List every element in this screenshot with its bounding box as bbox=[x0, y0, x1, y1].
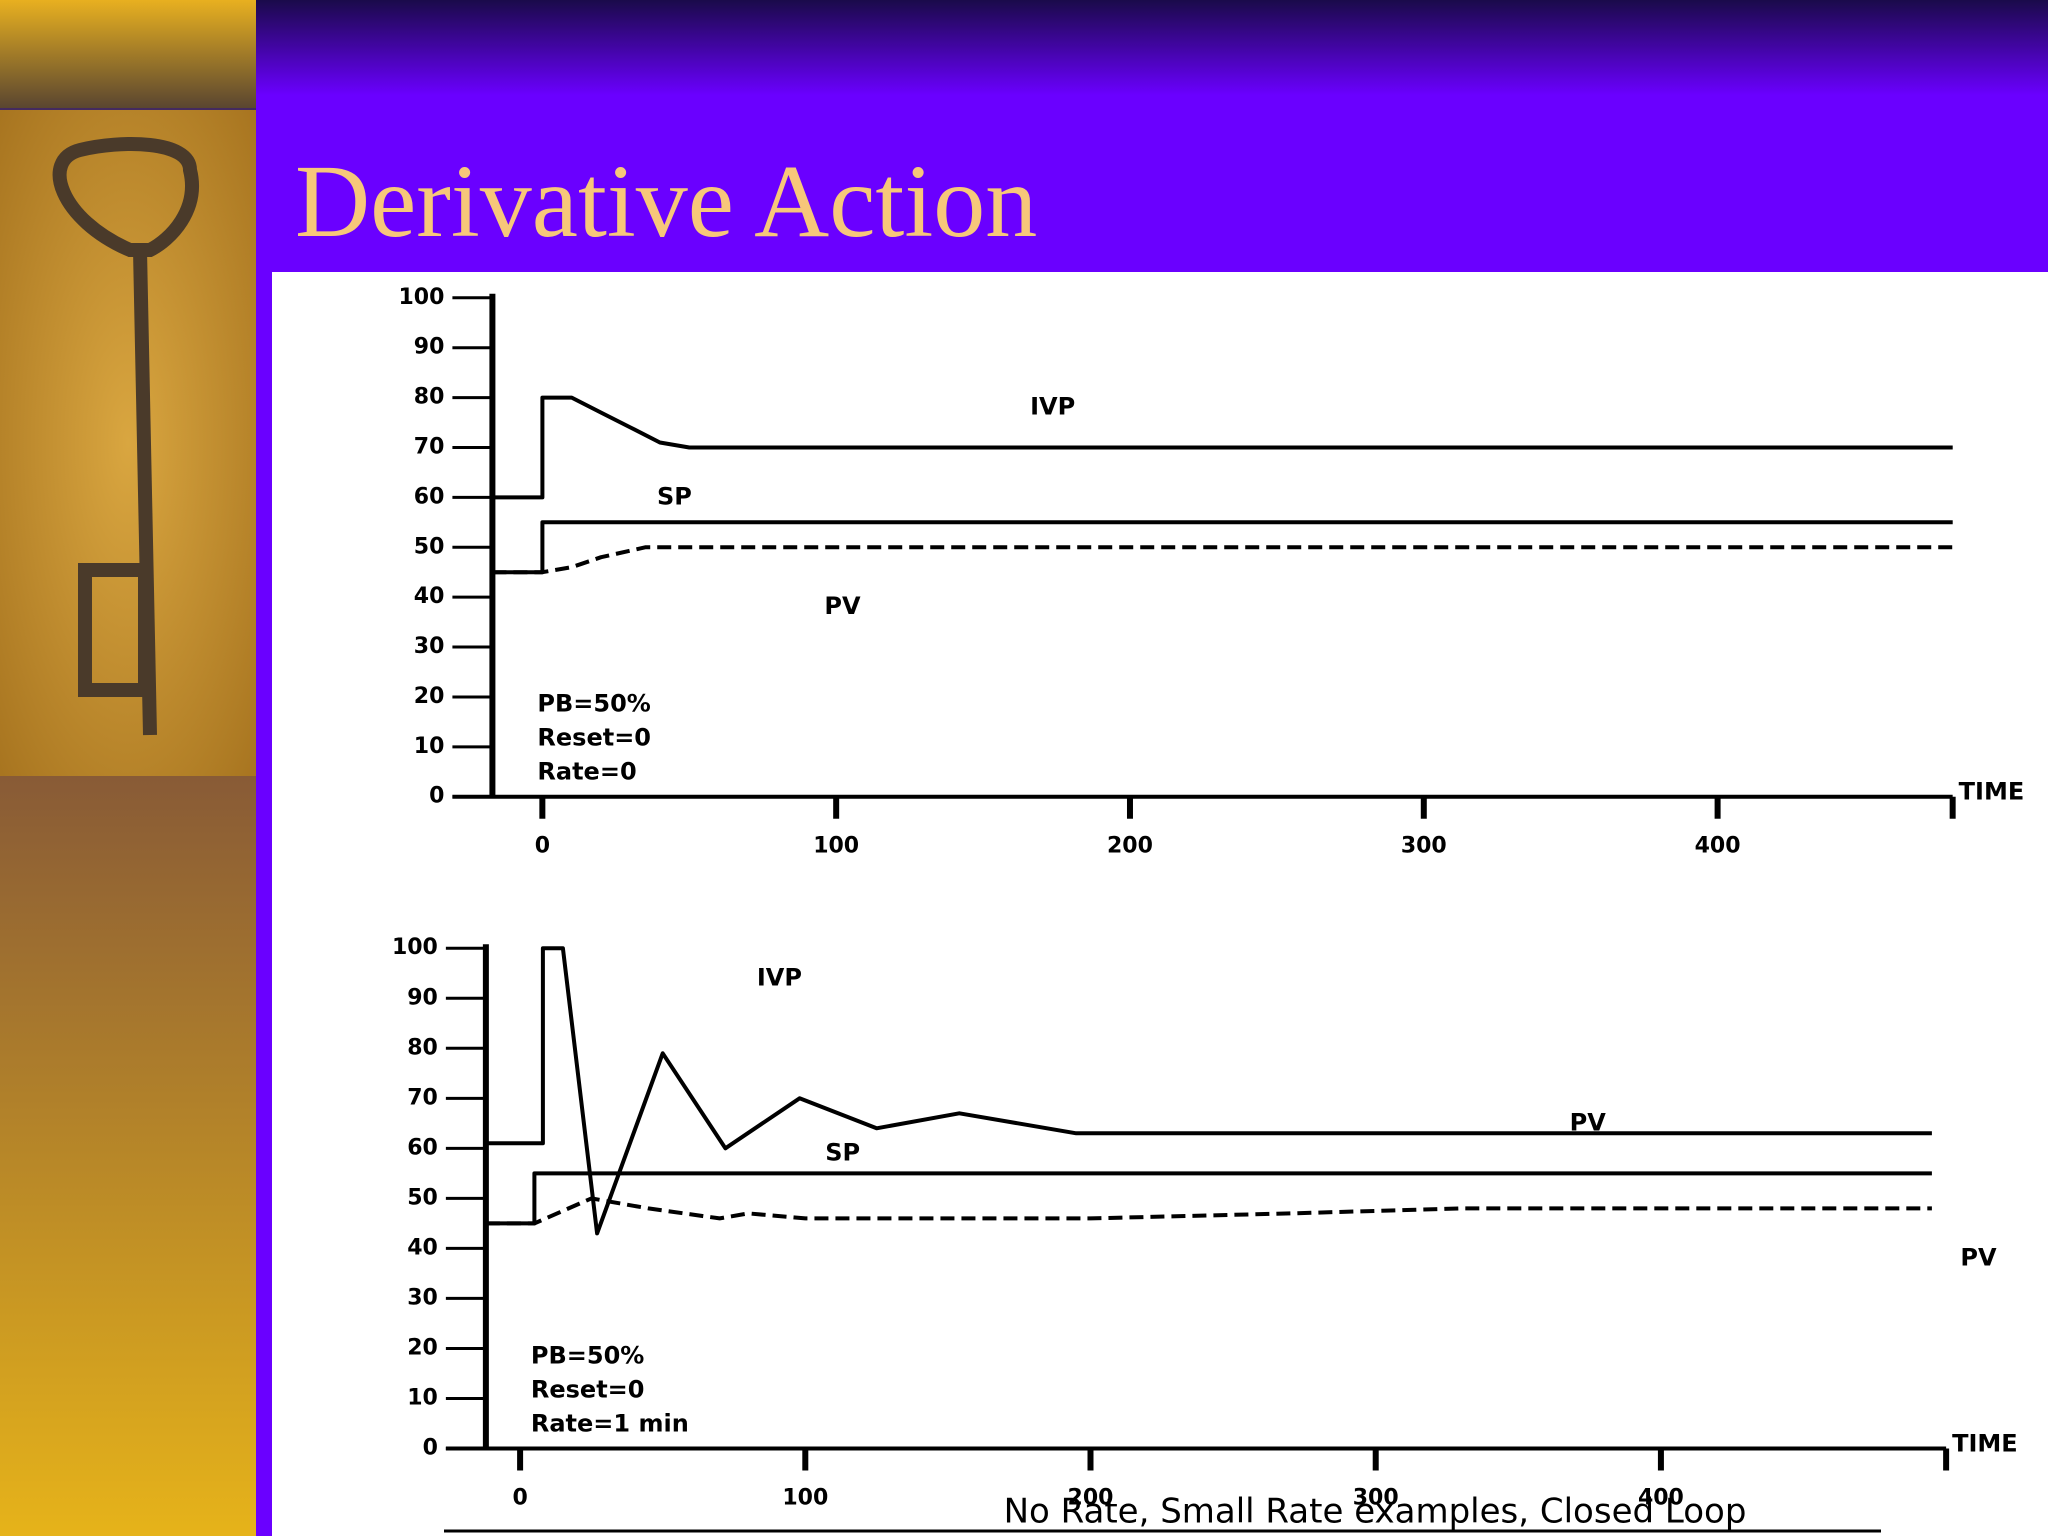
x-tick-label: 200 bbox=[1068, 1485, 1114, 1510]
y-tick-label: 0 bbox=[423, 1435, 438, 1460]
parameter-note: Rate=1 min bbox=[531, 1409, 689, 1437]
caption: No Rate, Small Rate examples, Closed Loo… bbox=[1004, 1492, 1747, 1532]
series-line bbox=[492, 395, 1953, 500]
y-tick-label: 40 bbox=[414, 584, 445, 609]
x-tick-label: 100 bbox=[782, 1485, 828, 1510]
x-tick-label: 0 bbox=[512, 1485, 527, 1510]
y-tick-label: 100 bbox=[398, 285, 444, 310]
chart-panel bbox=[272, 272, 2048, 1536]
y-tick-label: 50 bbox=[414, 534, 445, 559]
x-tick-label: 300 bbox=[1401, 834, 1447, 859]
parameter-note: PB=50% bbox=[531, 1341, 644, 1369]
series-line bbox=[485, 1196, 1932, 1226]
y-tick-label: 60 bbox=[414, 484, 445, 509]
line-label: PV bbox=[1570, 1108, 1607, 1136]
y-tick-label: 40 bbox=[407, 1235, 438, 1260]
y-tick-label: 70 bbox=[414, 434, 445, 459]
line-label: PV bbox=[1960, 1243, 1997, 1271]
y-tick-label: 10 bbox=[414, 734, 445, 759]
y-tick-label: 90 bbox=[414, 335, 445, 360]
y-tick-label: 20 bbox=[407, 1335, 438, 1360]
y-tick-label: 30 bbox=[414, 634, 445, 659]
x-tick-label: 300 bbox=[1353, 1485, 1399, 1510]
x-tick-label: 0 bbox=[535, 834, 550, 859]
x-tick-label: 400 bbox=[1638, 1485, 1684, 1510]
parameter-note: Reset=0 bbox=[537, 724, 651, 752]
y-tick-label: 100 bbox=[392, 935, 438, 960]
x-axis-label: TIME bbox=[1952, 1429, 2018, 1457]
line-label: IVP bbox=[757, 963, 802, 991]
x-tick-label: 400 bbox=[1695, 834, 1741, 859]
key-photo bbox=[0, 110, 256, 776]
parameter-note: Rate=0 bbox=[537, 758, 636, 786]
y-tick-label: 30 bbox=[407, 1285, 438, 1310]
y-tick-label: 0 bbox=[429, 784, 444, 809]
y-tick-label: 70 bbox=[407, 1085, 438, 1110]
y-tick-label: 50 bbox=[407, 1185, 438, 1210]
y-tick-label: 90 bbox=[407, 985, 438, 1010]
line-label: SP bbox=[825, 1138, 860, 1166]
title-bar bbox=[256, 0, 2048, 272]
parameter-note: PB=50% bbox=[537, 690, 650, 718]
side-top bbox=[0, 0, 256, 108]
x-axis-label: TIME bbox=[1959, 778, 2025, 806]
y-tick-label: 10 bbox=[407, 1385, 438, 1410]
x-tick-label: 200 bbox=[1107, 834, 1153, 859]
line-label: IVP bbox=[1030, 393, 1075, 421]
x-tick-label: 100 bbox=[813, 834, 859, 859]
y-tick-label: 80 bbox=[407, 1035, 438, 1060]
key-icon bbox=[52, 137, 199, 736]
y-tick-label: 20 bbox=[414, 684, 445, 709]
slide-title: Derivative Action bbox=[295, 144, 1037, 259]
y-tick-label: 60 bbox=[407, 1135, 438, 1160]
line-label: SP bbox=[657, 482, 692, 510]
y-tick-label: 80 bbox=[414, 385, 445, 410]
parameter-note: Reset=0 bbox=[531, 1375, 645, 1403]
series-line bbox=[485, 946, 1932, 1236]
line-label: PV bbox=[824, 592, 861, 620]
series-line bbox=[492, 545, 1953, 575]
